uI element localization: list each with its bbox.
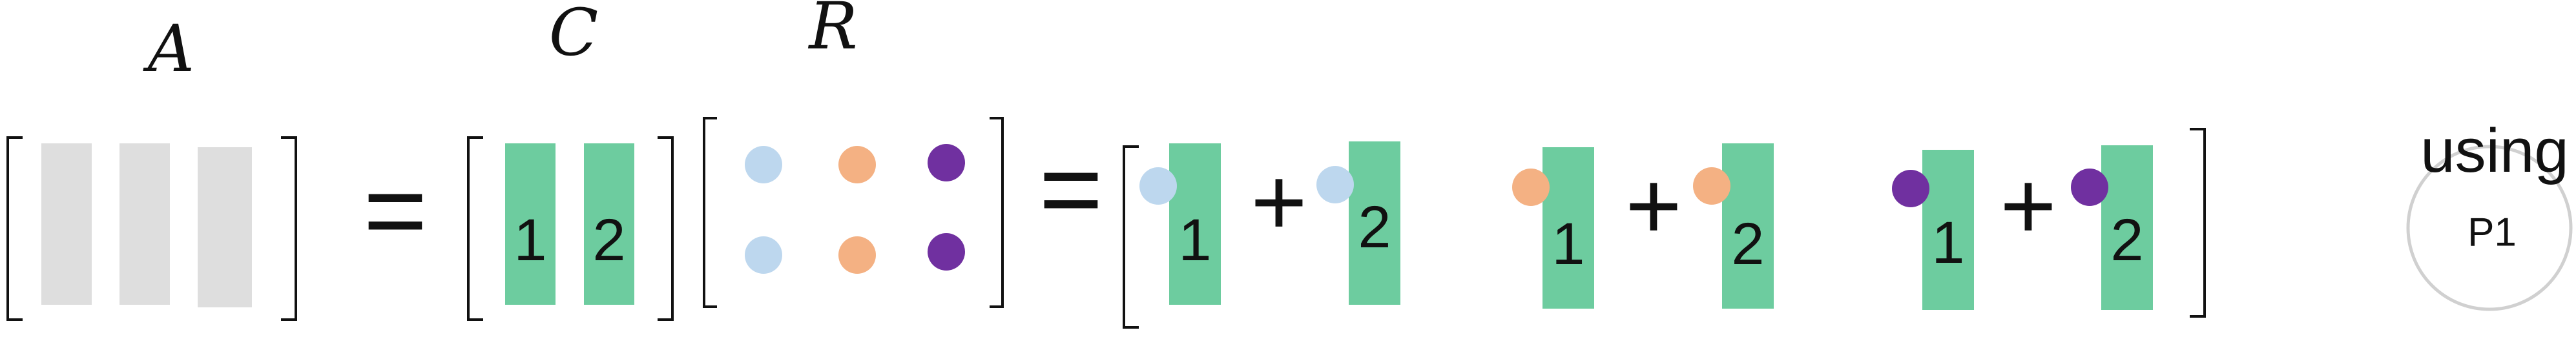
matrix-a-column (198, 147, 252, 307)
using-p1-note: using P1 (2406, 116, 2573, 311)
column-1-block (1542, 147, 1594, 309)
dot-purple (928, 144, 965, 181)
column-label: 2 (1731, 211, 1764, 277)
column-label: 2 (2110, 207, 2143, 273)
bracket-left (703, 117, 717, 308)
bracket-right (281, 136, 297, 321)
dot-purple (1892, 170, 1929, 207)
column-1-block (1922, 150, 1974, 310)
label-matrix-a: A (143, 11, 194, 87)
dot-orange (1512, 169, 1550, 206)
column-label: 1 (514, 207, 546, 273)
bracket-right (658, 136, 674, 321)
using-label: using (2420, 116, 2569, 185)
column-1-block (1169, 143, 1221, 305)
matrix-r (703, 117, 1004, 308)
dot-light-blue (1316, 166, 1354, 203)
column-2-block (2101, 145, 2153, 310)
plus-sign: + (1625, 151, 1682, 260)
plus-sign: + (2000, 151, 2057, 260)
bracket-left (1123, 145, 1139, 329)
column-label: 1 (1552, 211, 1584, 277)
matrix-a-column (119, 143, 170, 305)
dot-purple (928, 233, 965, 271)
label-matrix-r: R (807, 0, 857, 64)
dot-orange (838, 146, 876, 183)
column-label: 2 (592, 207, 625, 273)
equals-sign: = (363, 149, 427, 272)
sum-of-outer-products: 1 + 2 1 + 2 1 + 2 (1123, 128, 2206, 329)
matrix-a (6, 136, 297, 321)
column-label: 2 (1358, 194, 1391, 260)
bracket-right (990, 117, 1004, 308)
column-2-block (1722, 143, 1774, 309)
bracket-left (467, 136, 483, 321)
dot-orange (1693, 167, 1730, 205)
dot-light-blue (1139, 167, 1177, 205)
p1-circle (2406, 145, 2573, 311)
label-matrix-c: C (549, 0, 599, 70)
dot-light-blue (745, 146, 782, 183)
matrix-c-column (505, 143, 556, 305)
p1-label: P1 (2467, 211, 2517, 255)
matrix-c: 1 2 (467, 136, 674, 321)
dot-light-blue (745, 236, 782, 274)
column-label: 1 (1178, 207, 1211, 273)
column-2-block (1349, 141, 1400, 305)
dot-purple (2071, 169, 2108, 206)
matrix-a-column (41, 143, 92, 305)
plus-sign: + (1251, 147, 1307, 256)
dot-orange (838, 236, 876, 274)
bracket-right (2190, 128, 2206, 318)
matrix-c-column (584, 143, 634, 305)
equals-sign: = (1039, 128, 1103, 251)
bracket-left (6, 136, 23, 321)
column-label: 1 (1931, 210, 1964, 276)
